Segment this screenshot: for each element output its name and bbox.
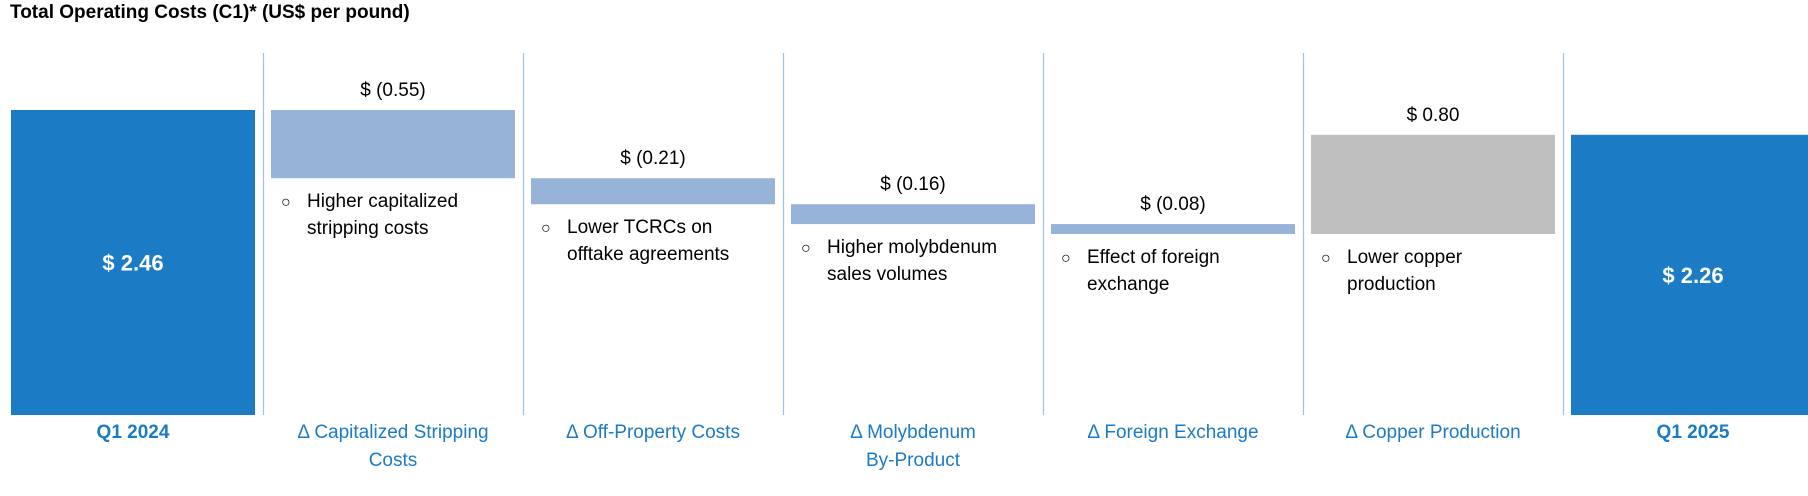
waterfall-bar: [1571, 134, 1808, 415]
bar-annotation: Higher capitalized: [307, 191, 458, 212]
category-label: Δ Molybdenum: [850, 422, 976, 443]
bar-annotation: Lower copper: [1347, 247, 1463, 268]
bar-annotation: Lower TCRCs on: [567, 217, 712, 238]
waterfall-bar: [11, 110, 255, 415]
category-label: Q1 2025: [1657, 422, 1730, 443]
category-label: By-Product: [866, 450, 961, 471]
bar-value-label: $ 2.26: [1662, 263, 1723, 288]
waterfall-bar: [271, 110, 515, 179]
bar-annotation: sales volumes: [827, 264, 947, 285]
chart-title: Total Operating Costs (C1)* (US$ per pou…: [10, 2, 410, 23]
category-label: Δ Off-Property Costs: [566, 422, 740, 443]
annotation-bullet: ○: [1321, 250, 1331, 267]
bar-value-label: $ (0.16): [880, 174, 945, 195]
category-label: Δ Copper Production: [1345, 422, 1520, 443]
bar-value-label: $ 0.80: [1407, 105, 1460, 126]
category-label: Costs: [369, 450, 418, 471]
waterfall-bar: [791, 204, 1035, 225]
bar-value-label: $ 2.46: [102, 251, 163, 276]
bar-annotation: exchange: [1087, 274, 1169, 295]
bar-annotation: stripping costs: [307, 218, 428, 239]
annotation-bullet: ○: [541, 220, 551, 237]
category-label: Δ Foreign Exchange: [1087, 422, 1258, 443]
bar-value-label: $ (0.55): [360, 80, 425, 101]
bar-value-label: $ (0.21): [620, 148, 685, 169]
annotation-bullet: ○: [801, 240, 811, 257]
bar-annotation: Higher molybdenum: [827, 237, 997, 258]
waterfall-bar: [1311, 134, 1555, 234]
category-label: Δ Capitalized Stripping: [297, 422, 488, 443]
bar-value-label: $ (0.08): [1140, 194, 1205, 215]
category-label: Q1 2024: [97, 422, 170, 443]
waterfall-bar: [531, 178, 775, 205]
annotation-bullet: ○: [281, 194, 291, 211]
bar-annotation: production: [1347, 274, 1436, 295]
bar-annotation: offtake agreements: [567, 244, 729, 265]
waterfall-bar: [1051, 224, 1295, 234]
bar-annotation: Effect of foreign: [1087, 247, 1220, 268]
annotation-bullet: ○: [1061, 250, 1071, 267]
